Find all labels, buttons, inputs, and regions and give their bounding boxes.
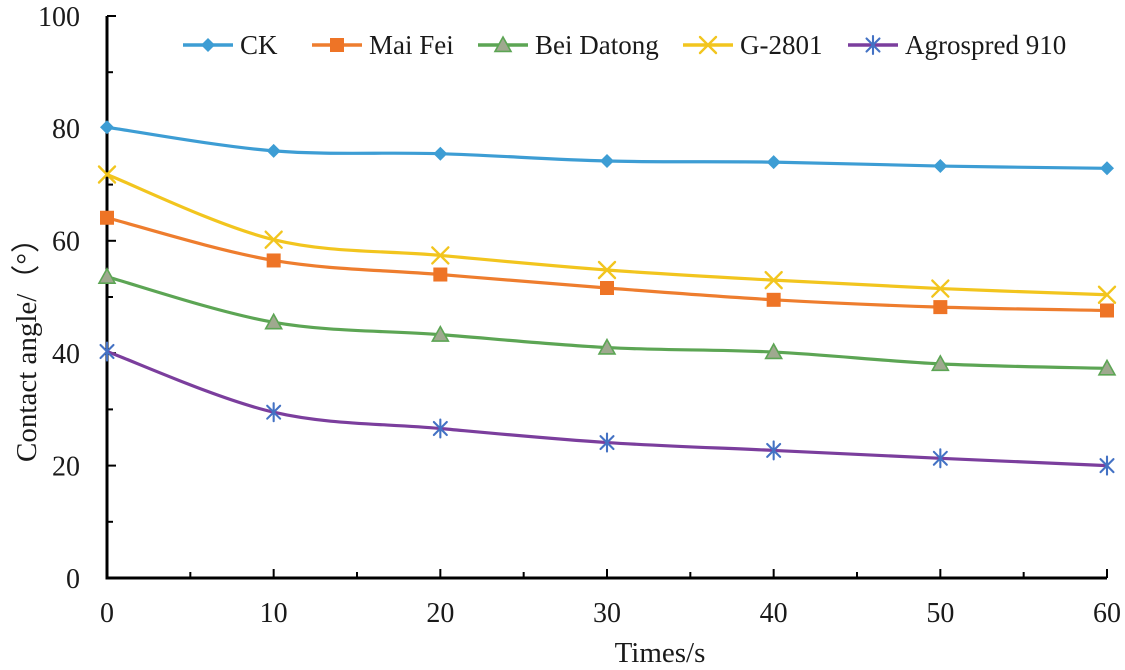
marker-bei-datong-x50 [930, 354, 950, 372]
legend-label-ck: CK [240, 30, 278, 60]
legend-label-g-2801: G-2801 [740, 30, 823, 60]
marker-g-2801-x0 [97, 165, 117, 184]
series-mai-fei [100, 210, 1114, 318]
marker-bei-datong-x0 [97, 267, 117, 284]
marker-bei-datong-x20 [430, 325, 450, 342]
marker-g-2801-x30 [597, 260, 617, 280]
x-tick-label-60: 60 [1093, 598, 1121, 629]
marker-ck-x40 [766, 155, 781, 170]
series-line-g-2801 [105, 172, 1109, 297]
legend-item-mai-fei: Mai Fei [312, 30, 454, 60]
y-tick-label-60: 60 [52, 227, 80, 258]
legend-label-mai-fei: Mai Fei [369, 30, 454, 60]
marker-agrospred-910-x60 [1099, 455, 1115, 476]
x-tick-label-0: 0 [100, 598, 114, 629]
x-tick-label-10: 10 [260, 598, 288, 629]
marker-agrospred-910-x30 [599, 432, 615, 453]
marker-bei-datong-x60 [1097, 358, 1117, 376]
y-tick-label-40: 40 [52, 339, 80, 370]
marker-g-2801-x40 [764, 270, 783, 290]
marker-mai-fei-x10 [266, 253, 281, 268]
series-bei-datong [97, 267, 1117, 376]
marker-g-2801-x20 [431, 246, 450, 265]
y-tick-label-80: 80 [52, 114, 80, 145]
marker-agrospred-910-x50 [932, 448, 948, 469]
marker-mai-fei-x30 [600, 281, 614, 296]
x-axis-title: Times/s [615, 637, 706, 669]
y-tick-label-20: 20 [52, 451, 80, 482]
marker-ck-x60 [1100, 161, 1114, 176]
y-tick-label-100: 100 [38, 2, 80, 33]
marker-ck-x30 [600, 153, 614, 168]
series-line-mai-fei [105, 216, 1109, 313]
x-tick-label-50: 50 [926, 598, 954, 629]
legend-item-g-2801: G-2801 [683, 30, 823, 60]
marker-mai-fei-x0 [100, 210, 114, 225]
series-ck [100, 120, 1114, 176]
marker-mai-fei-x60 [1100, 303, 1114, 318]
marker-mai-fei-x40 [766, 292, 781, 307]
legend-label-bei-datong: Bei Datong [535, 30, 659, 60]
marker-agrospred-910-x10 [266, 402, 282, 423]
legend-marker-agrospred-910 [865, 34, 881, 56]
marker-ck-x10 [266, 143, 281, 158]
marker-bei-datong-x10 [264, 312, 284, 330]
legend-marker-ck [201, 38, 215, 52]
legend-label-agrospred-910: Agrospred 910 [905, 30, 1066, 60]
marker-ck-x20 [433, 146, 448, 161]
x-tick-label-40: 40 [760, 598, 788, 629]
marker-g-2801-x10 [264, 230, 283, 249]
marker-bei-datong-x40 [764, 342, 784, 360]
legend-marker-mai-fei [330, 38, 344, 52]
series-g-2801 [97, 165, 1117, 304]
marker-agrospred-910-x40 [766, 440, 782, 461]
marker-ck-x0 [100, 120, 114, 135]
y-tick-label-0: 0 [66, 564, 80, 595]
legend-marker-bei-datong [493, 35, 513, 53]
legend-item-agrospred-910: Agrospred 910 [848, 30, 1066, 60]
marker-g-2801-x50 [931, 279, 950, 298]
y-axis-title: Contact angle/（°） [11, 224, 43, 462]
axes: 0 20 40 60 80 100 0 10 20 30 40 50 60 Times/s Contact … [11, 2, 1121, 669]
x-tick-label-20: 20 [426, 598, 454, 629]
marker-agrospred-910-x0 [99, 341, 115, 362]
marker-bei-datong-x30 [597, 337, 617, 355]
x-tick-label-30: 30 [593, 598, 621, 629]
legend-marker-g-2801 [698, 35, 718, 55]
marker-mai-fei-x50 [933, 300, 948, 315]
legend-item-bei-datong: Bei Datong [478, 30, 659, 60]
series-agrospred-910 [99, 341, 1115, 476]
marker-mai-fei-x20 [433, 267, 448, 282]
legend-item-ck: CK [183, 30, 278, 60]
legend: CK Mai Fei Bei Datong G-2801 Agrospred 910 [183, 30, 1066, 60]
marker-agrospred-910-x20 [432, 418, 448, 439]
marker-ck-x50 [933, 159, 948, 174]
marker-g-2801-x60 [1097, 285, 1117, 304]
